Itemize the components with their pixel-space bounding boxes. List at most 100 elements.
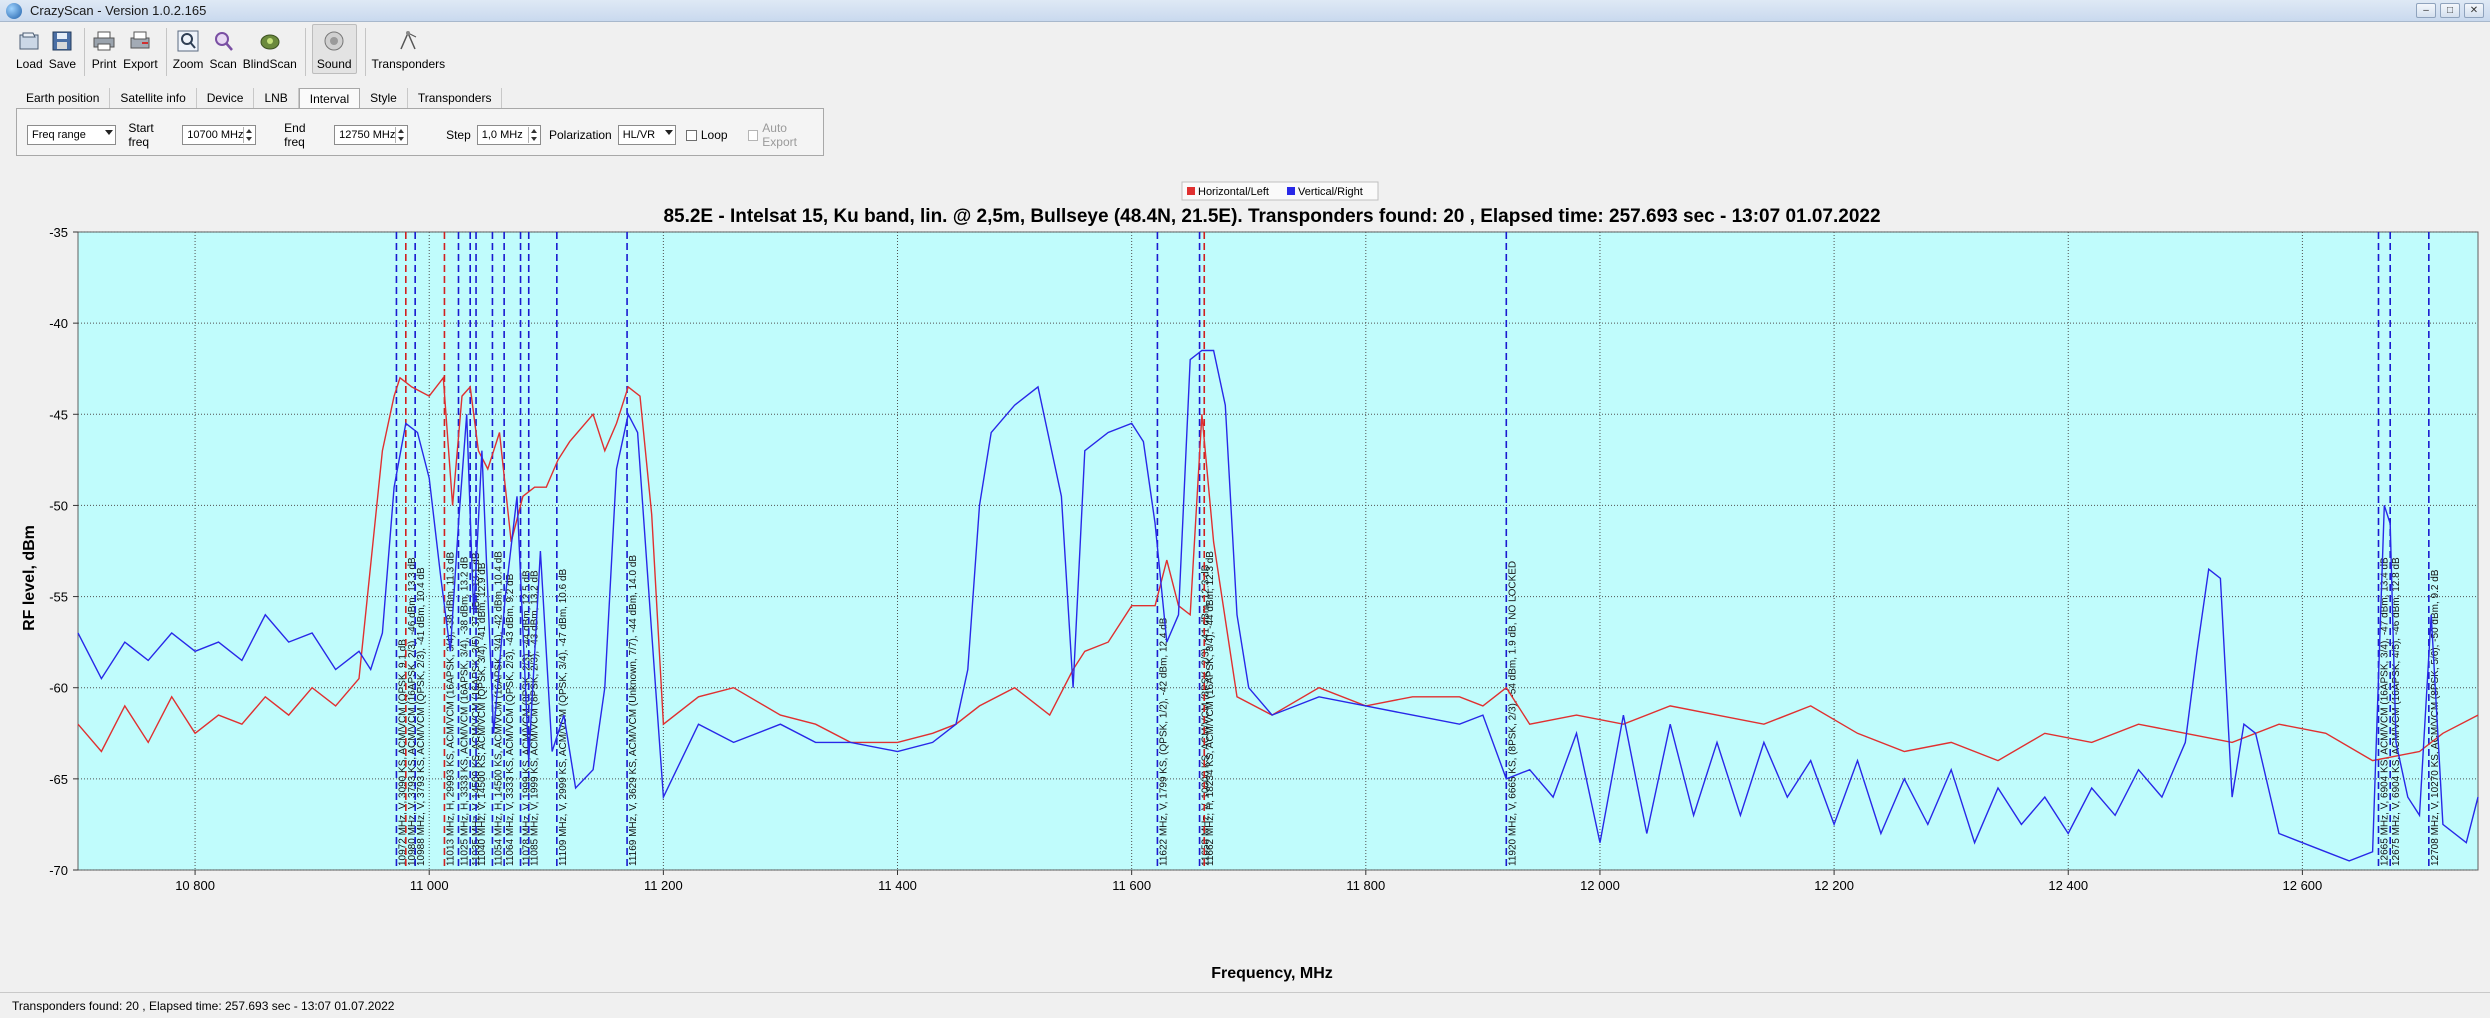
loop-checkbox[interactable] — [686, 129, 697, 141]
y-tick-label: -70 — [49, 863, 68, 878]
export-button[interactable]: Export — [123, 24, 158, 71]
printer-icon — [91, 28, 117, 54]
mode-select[interactable]: Freq range — [27, 125, 117, 145]
tab-interval[interactable]: Interval — [298, 88, 361, 108]
load-label: Load — [16, 57, 43, 71]
load-button[interactable]: Load — [16, 24, 43, 71]
legend-vertical: Vertical/Right — [1298, 186, 1363, 198]
print-button[interactable]: Print — [91, 24, 117, 71]
series-vertical-line — [77, 349, 2479, 862]
transponder-label: 11064 MHz, V, 3333 KS, ACM/VCM (QPSK, 2/… — [505, 573, 516, 866]
close-button[interactable]: ✕ — [2464, 3, 2484, 18]
x-tick-label: 11 000 — [410, 878, 449, 893]
y-axis-label: RF level, dBm — [21, 525, 38, 631]
auto-export-checkbox[interactable] — [747, 129, 759, 141]
transponder-label: 12665 MHz, V, 6904 KS, ACM/VCM (16APSK, … — [2379, 557, 2390, 866]
save-button[interactable]: Save — [49, 24, 76, 71]
title-bar: CrazyScan - Version 1.0.2.165 – □ ✕ — [0, 0, 2490, 22]
start-freq-value: 10700 MHz — [187, 129, 244, 141]
tab-transponders[interactable]: Transponders — [408, 88, 503, 108]
tab-satellite-info[interactable]: Satellite info — [110, 88, 197, 108]
y-tick-label: -55 — [49, 590, 68, 605]
spectrum-chart-svg: Horizontal/Left Vertical/Right 85.2E - I… — [10, 178, 2486, 990]
maximize-button[interactable]: □ — [2440, 3, 2460, 18]
x-tick-label: 11 200 — [644, 878, 683, 893]
interval-row: Freq range Start freq 10700 MHz End freq… — [27, 121, 823, 149]
legend-box — [1181, 181, 1379, 201]
polarization-value: HL/VR — [622, 129, 656, 141]
zoom-label: Zoom — [172, 57, 204, 71]
toolbar: Load Save Print Export Zoom — [0, 24, 2490, 80]
transponder-label: 11025 MHz, H, 3333 KS, ACM/VCM (16APSK, … — [459, 556, 470, 866]
sound-button[interactable]: Sound — [311, 24, 357, 74]
x-tick-label: 12 000 — [1580, 878, 1620, 893]
x-tick-label: 12 400 — [2048, 878, 2088, 893]
tab-lnb[interactable]: LNB — [254, 88, 299, 108]
transponder-label: 11085 MHz, V, 1999 KS, ACM/VCM (8PSK, 2/… — [530, 570, 541, 866]
app-icon — [6, 2, 22, 19]
sound-icon — [321, 28, 347, 54]
transponder-label: 11622 MHz, V, 1799 KS, (QPSK, 1/2), -42 … — [1158, 617, 1169, 866]
tab-earth-position[interactable]: Earth position — [16, 88, 111, 108]
transponder-label: 11013 MHz, H, 29993 KS, ACM/VCM (16APSK,… — [445, 551, 456, 866]
chevron-down-icon — [105, 130, 114, 135]
transponder-label: 10988 MHz, V, 3793 KS, ACM/VCM (QPSK, 2/… — [416, 567, 427, 866]
chart-title: 85.2E - Intelsat 15, Ku band, lin. @ 2,5… — [663, 206, 1880, 227]
spin-arrows-icon[interactable] — [243, 127, 254, 143]
toolbar-separator — [364, 28, 366, 76]
step-input[interactable]: 1,0 MHz — [476, 125, 541, 145]
x-tick-label: 10 800 — [175, 878, 215, 893]
x-tick-label: 11 400 — [878, 878, 917, 893]
transponders-icon — [395, 28, 421, 54]
tab-style[interactable]: Style — [360, 88, 408, 108]
y-tick-label: -65 — [49, 772, 68, 787]
x-tick-label: 12 200 — [1814, 878, 1854, 893]
save-icon — [49, 28, 75, 54]
scan-icon — [210, 28, 236, 54]
toolbar-separator — [304, 28, 306, 76]
transponder-label: 11662 MHz, H, 18234 KS, ACM/VCM (16APSK,… — [1205, 551, 1216, 866]
y-tick-label: -40 — [49, 316, 68, 331]
zoom-button[interactable]: Zoom — [172, 24, 204, 71]
tab-device[interactable]: Device — [197, 88, 255, 108]
series-horizontal-line — [77, 375, 2479, 762]
end-freq-label: End freq — [284, 121, 306, 149]
scan-label: Scan — [209, 57, 237, 71]
spin-arrows-icon[interactable] — [395, 127, 406, 143]
transponders-label: Transponders — [371, 57, 446, 71]
transponder-label: 10980 MHz, V, 3793 KS, ACM/VCM (16APSK, … — [407, 557, 418, 866]
minimize-button[interactable]: – — [2416, 3, 2436, 18]
blindscan-button[interactable]: BlindScan — [243, 24, 297, 71]
chart-legend: Horizontal/Left Vertical/Right — [1181, 181, 1379, 201]
spectrum-chart: Horizontal/Left Vertical/Right 85.2E - I… — [10, 178, 2486, 1012]
end-freq-input[interactable]: 12750 MHz — [334, 125, 409, 145]
start-freq-input[interactable]: 10700 MHz — [182, 125, 257, 145]
save-label: Save — [48, 57, 77, 71]
plot-background — [77, 231, 2479, 871]
transponder-label: 11169 MHz, V, 3629 KS, ACM/VCM (Unknown,… — [628, 555, 639, 866]
interval-panel: Freq range Start freq 10700 MHz End freq… — [16, 108, 824, 156]
transponder-label: 10972 MHz, V, 3090 KS, ACM/VCM (QPSK, 9.… — [397, 639, 408, 866]
x-tick-label: 12 600 — [2283, 878, 2323, 893]
legend-swatch-vertical — [1287, 187, 1295, 195]
transponders-button[interactable]: Transponders — [371, 24, 446, 71]
transponder-label: 12708 MHz, V, 10270 KS, ACM/VCM (8PSK, 5… — [2430, 569, 2441, 866]
scan-button[interactable]: Scan — [209, 24, 237, 71]
sound-label: Sound — [316, 57, 352, 71]
spin-arrows-icon[interactable] — [528, 127, 539, 143]
transponder-label: 11054 MHz, H, 14500 KS, ACM/VCM (16APSK,… — [493, 551, 504, 866]
step-label: Step — [446, 128, 471, 142]
x-tick-label: 11 800 — [1346, 878, 1385, 893]
auto-export-label: Auto Export — [762, 121, 797, 149]
x-axis-label: Frequency, MHz — [1211, 965, 1333, 982]
export-label: Export — [123, 57, 158, 71]
zoom-icon — [175, 28, 201, 54]
step-value: 1,0 MHz — [481, 129, 523, 141]
load-icon — [16, 28, 42, 54]
status-bar: Transponders found: 20 , Elapsed time: 2… — [0, 992, 2490, 1018]
loop-label: Loop — [700, 128, 728, 142]
settings-tabs: Earth position Satellite info Device LNB… — [16, 88, 503, 108]
y-tick-label: -45 — [49, 407, 68, 422]
polarization-select[interactable]: HL/VR — [617, 125, 677, 145]
